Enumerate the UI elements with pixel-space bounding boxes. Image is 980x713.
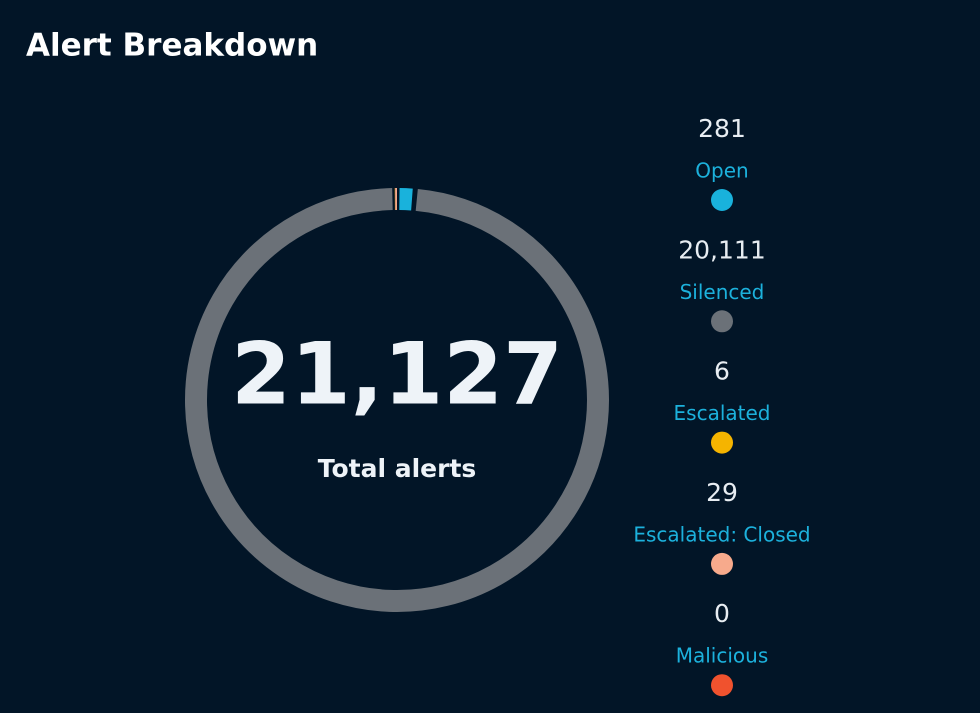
legend-swatch [711,431,733,454]
legend-swatch [711,189,733,211]
legend-swatch [711,310,733,333]
chart-title: Alert Breakdown [26,28,318,64]
legend-label: Silenced [680,280,765,304]
legend-value: 6 [714,357,730,386]
total-label: Total alerts [318,454,477,483]
legend-label: Escalated: Closed [633,522,810,546]
legend-swatch [711,674,733,697]
legend-value: 0 [714,599,730,628]
legend-value: 20,111 [678,235,765,264]
legend-value: 281 [698,114,746,143]
legend-value: 29 [706,478,738,507]
donut-segment [185,188,609,612]
legend-label: Escalated [674,401,771,425]
legend-swatch [711,552,733,575]
legend-label: Malicious [676,644,769,668]
donut-segment [399,188,413,211]
legend-label: Open [695,159,748,183]
total-value: 21,127 [231,324,563,424]
